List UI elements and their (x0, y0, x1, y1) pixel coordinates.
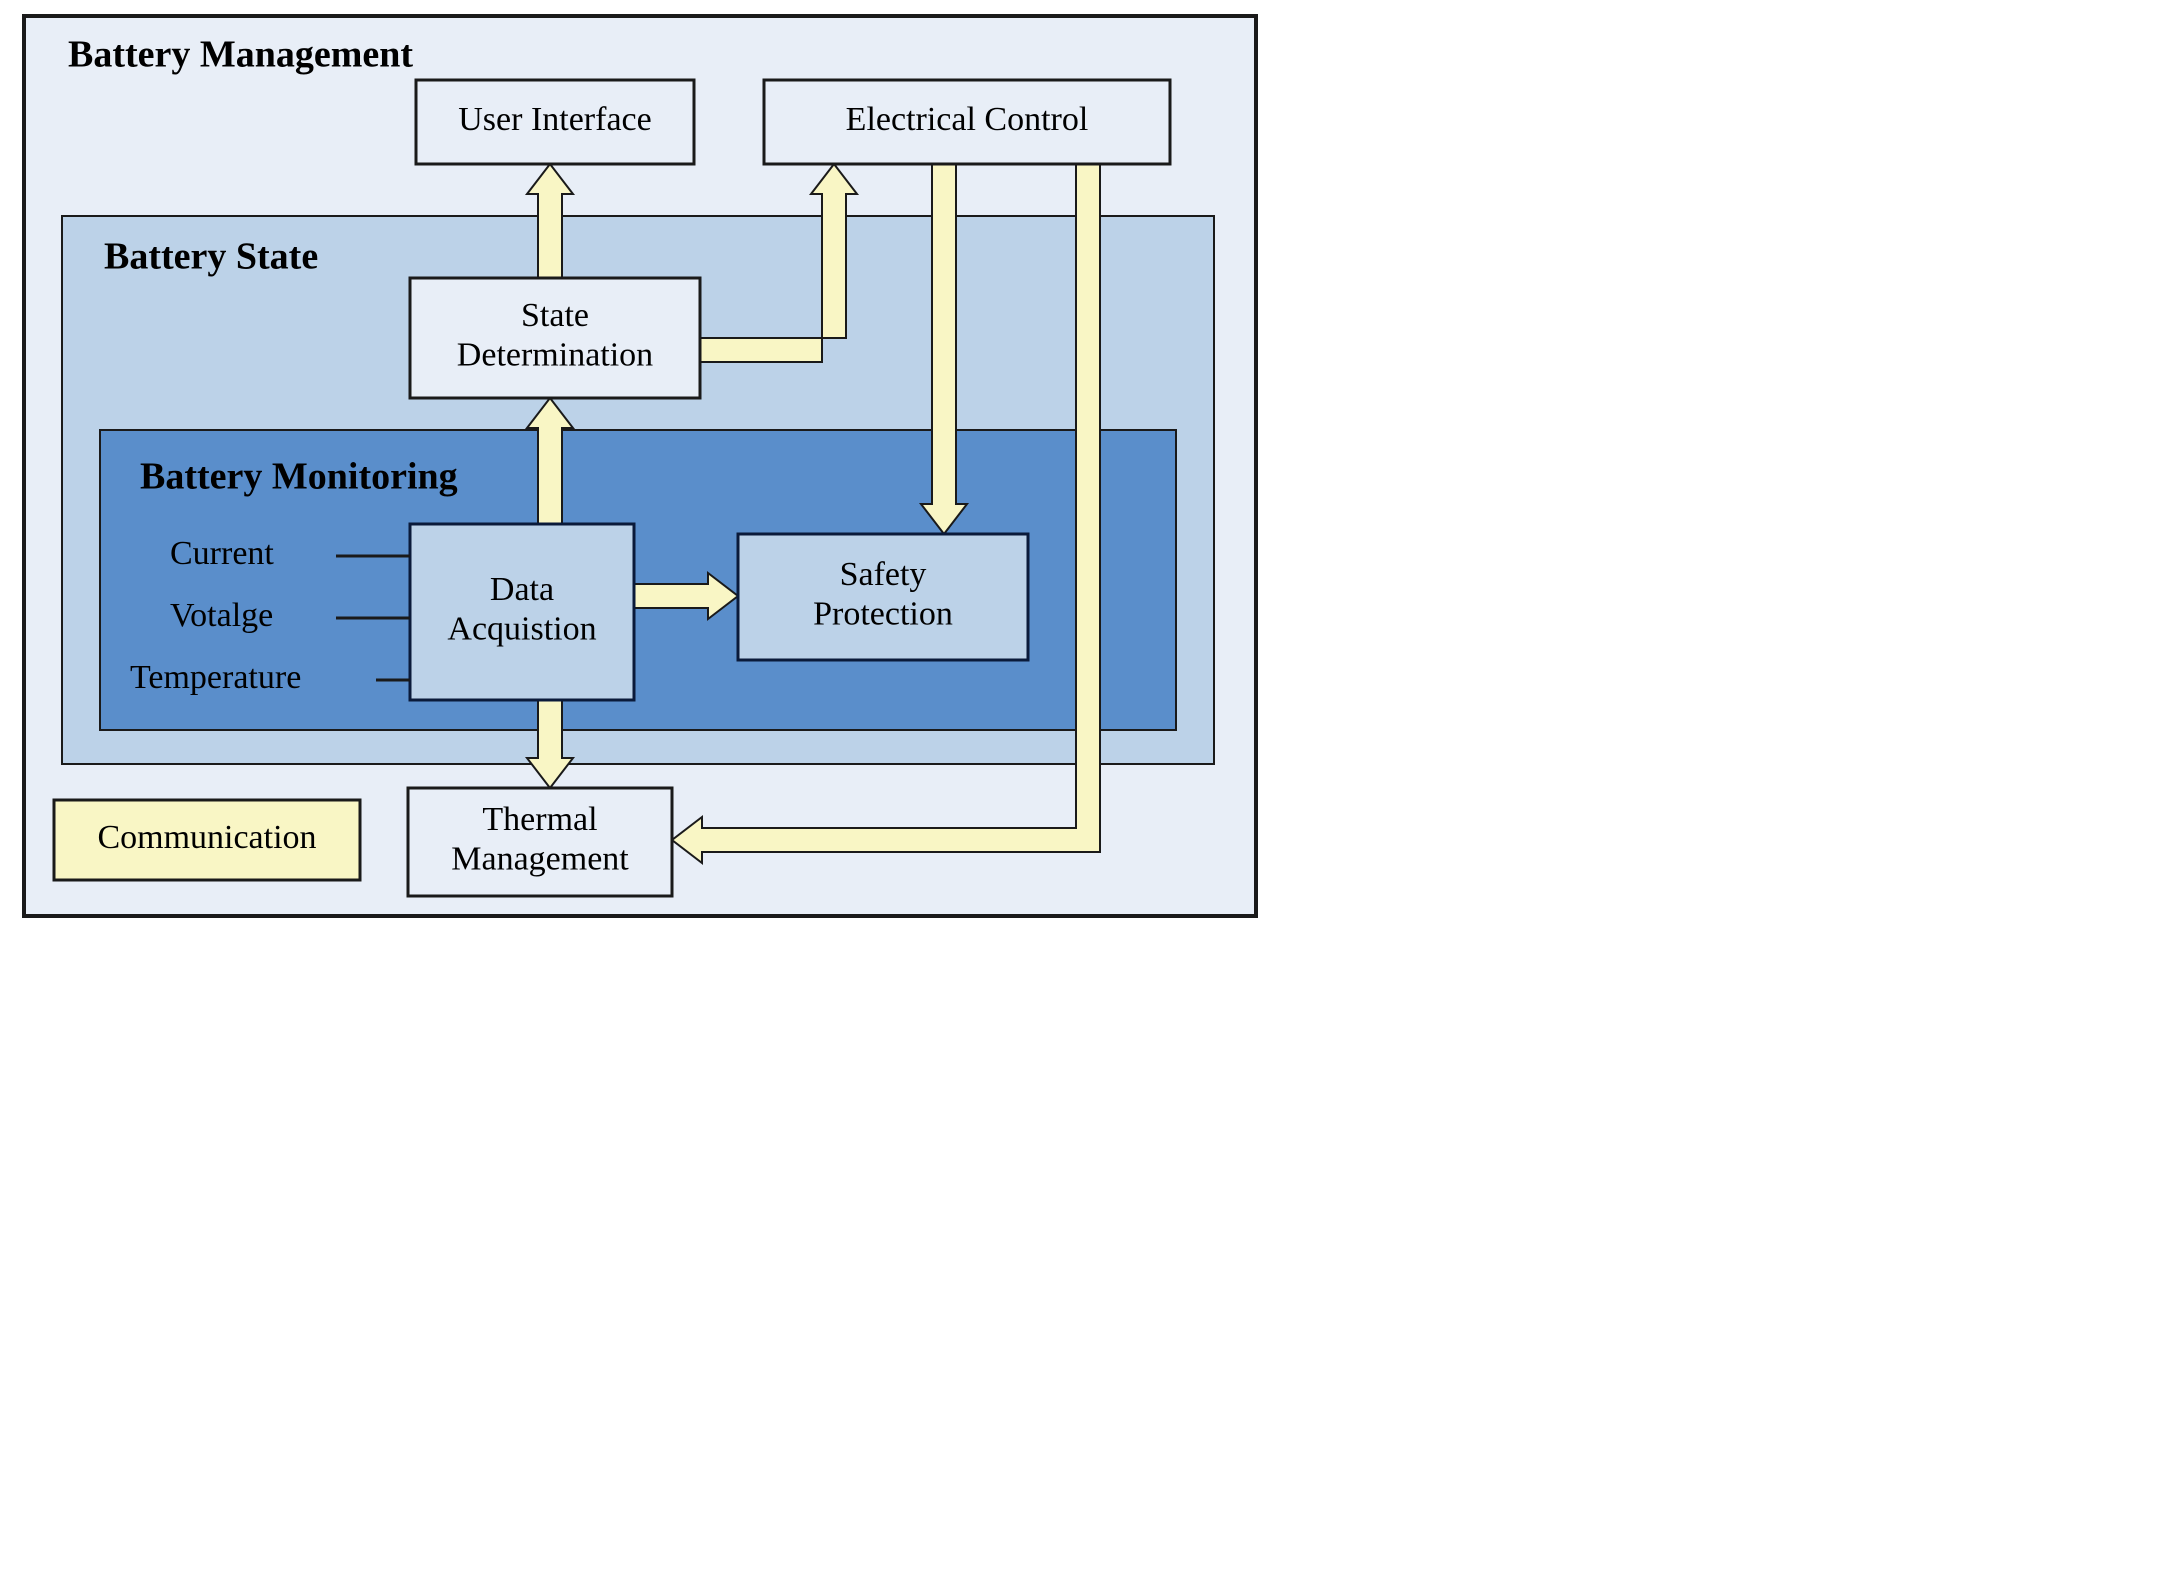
box-state_det-line1: Determination (457, 336, 653, 373)
title-battery-monitoring: Battery Monitoring (140, 456, 458, 498)
box-safety-line0: Safety (840, 556, 927, 593)
box-electrical_ctrl-line0: Electrical Control (846, 101, 1089, 138)
input-label-voltage: Votalge (170, 597, 273, 634)
box-user_interface-line0: User Interface (458, 101, 651, 138)
box-data_acq-line0: Data (490, 571, 554, 608)
box-state_det-line0: State (521, 297, 589, 334)
box-data_acq-line1: Acquistion (447, 610, 596, 647)
box-safety-line1: Protection (813, 595, 953, 632)
input-label-temperature: Temperature (130, 659, 301, 696)
box-communication-line0: Communication (97, 819, 316, 856)
input-label-current: Current (170, 535, 274, 572)
box-thermal-line1: Management (451, 840, 629, 877)
title-battery-state: Battery State (104, 236, 318, 278)
box-thermal-line0: Thermal (482, 801, 597, 838)
title-battery-management: Battery Management (68, 34, 413, 76)
